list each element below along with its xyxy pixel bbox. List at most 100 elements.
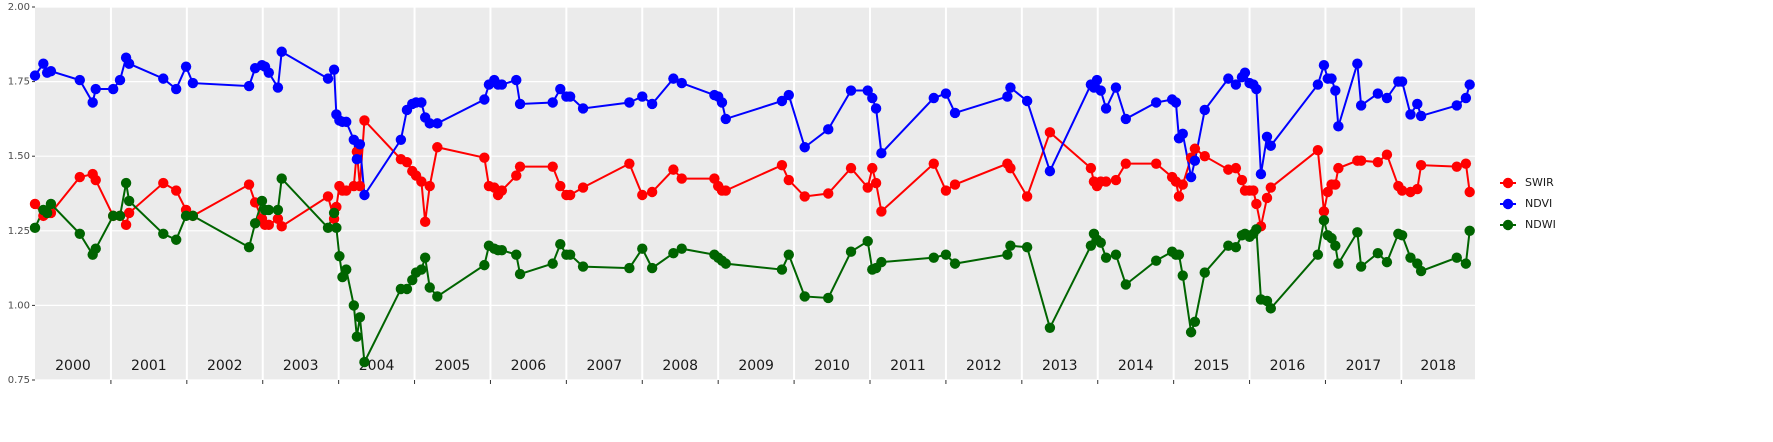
data-point	[187, 77, 199, 89]
data-point	[1189, 316, 1201, 328]
data-point	[668, 247, 679, 259]
data-point	[348, 300, 360, 311]
data-point	[776, 159, 788, 171]
data-point	[564, 249, 576, 260]
data-point	[395, 134, 407, 145]
data-point	[1005, 82, 1016, 93]
data-point	[1396, 76, 1408, 87]
data-point	[870, 177, 882, 189]
data-point	[1451, 161, 1462, 172]
data-point	[359, 189, 370, 201]
data-point	[243, 179, 255, 190]
data-point	[1120, 113, 1132, 125]
data-point	[776, 264, 788, 275]
data-point	[1333, 121, 1344, 132]
data-point	[432, 118, 443, 129]
data-point	[1312, 249, 1324, 260]
panel-background	[35, 7, 1475, 380]
data-point	[511, 170, 522, 181]
data-point	[940, 185, 952, 196]
data-point	[1312, 145, 1324, 156]
data-point	[845, 246, 857, 257]
data-point	[1405, 252, 1416, 263]
data-point	[1173, 191, 1185, 202]
data-point	[1415, 110, 1427, 122]
data-point	[1021, 191, 1033, 202]
data-point	[123, 195, 135, 207]
data-point	[1199, 151, 1210, 162]
data-point	[783, 174, 794, 186]
data-point	[1381, 92, 1393, 104]
year-label: 2015	[1194, 358, 1230, 374]
data-point	[1312, 79, 1324, 90]
year-label: 2016	[1270, 358, 1306, 374]
data-point	[1251, 83, 1262, 95]
data-point	[263, 204, 275, 216]
data-point	[1230, 79, 1242, 90]
data-point	[187, 210, 199, 222]
data-point	[1110, 249, 1122, 260]
data-point	[1005, 240, 1016, 251]
data-point	[823, 124, 834, 135]
data-point	[158, 228, 169, 239]
data-point	[862, 182, 873, 193]
data-point	[45, 65, 57, 77]
data-point	[1415, 265, 1427, 277]
data-point	[514, 268, 526, 280]
data-point	[419, 252, 431, 263]
data-point	[928, 92, 939, 104]
data-point	[322, 73, 334, 84]
data-point	[1251, 224, 1262, 235]
data-point	[1044, 165, 1056, 177]
data-point	[158, 73, 169, 84]
data-point	[1396, 185, 1408, 196]
data-point	[341, 116, 352, 128]
data-point	[496, 244, 508, 256]
data-point	[1460, 258, 1472, 269]
data-point	[928, 252, 939, 263]
data-point	[354, 139, 366, 150]
data-point	[1333, 162, 1344, 174]
data-point	[1021, 242, 1033, 253]
data-point	[720, 258, 731, 269]
data-point	[646, 98, 658, 110]
data-point	[676, 77, 687, 89]
data-point	[1005, 162, 1016, 174]
data-point	[170, 83, 182, 95]
data-point	[1381, 149, 1393, 160]
data-point	[432, 142, 443, 153]
data-point	[783, 249, 794, 260]
data-point	[845, 162, 857, 174]
data-point	[170, 185, 182, 196]
data-point	[38, 58, 49, 69]
year-label: 2012	[966, 358, 1002, 374]
data-point	[949, 179, 961, 190]
data-point	[1173, 249, 1185, 260]
data-point	[120, 219, 132, 231]
data-point	[676, 173, 687, 184]
data-point	[1451, 100, 1462, 111]
data-point	[359, 356, 370, 368]
data-point	[424, 180, 435, 192]
data-point	[272, 82, 284, 93]
data-point	[276, 173, 287, 184]
data-point	[1177, 270, 1188, 281]
data-point	[263, 67, 275, 78]
data-point	[1177, 179, 1188, 190]
data-point	[1415, 159, 1427, 171]
data-point	[107, 83, 119, 95]
data-point	[720, 113, 731, 125]
data-point	[1189, 155, 1201, 166]
data-point	[637, 243, 648, 254]
data-point	[940, 249, 952, 260]
data-point	[1230, 162, 1242, 174]
data-point	[1318, 215, 1330, 226]
year-label: 2010	[814, 358, 850, 374]
data-point	[624, 158, 635, 169]
data-point	[416, 264, 427, 275]
year-label: 2000	[55, 358, 91, 374]
data-point	[1223, 73, 1234, 84]
data-point	[1100, 252, 1112, 263]
year-label: 2009	[738, 358, 774, 374]
data-point	[940, 88, 952, 99]
